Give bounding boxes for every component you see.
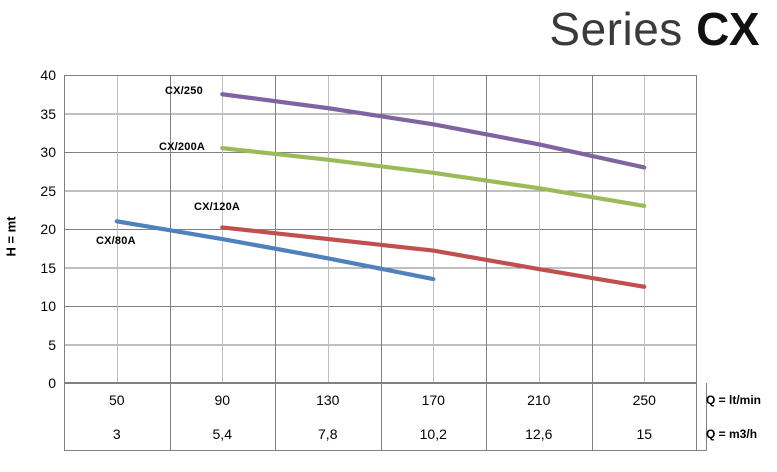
y-tick-label: 25 [40,182,56,199]
unit-label-m3-h: Q = m3/h [706,427,758,441]
table-unit-divider [706,383,708,451]
table-row-m3-h: 3 5,4 7,8 10,2 12,6 15 [64,417,697,451]
y-tick-label: 35 [40,105,56,122]
table-column-divider [486,383,488,451]
lt-min-cell: 250 [632,392,656,408]
table-row-lt-min: 50 90 130 170 210 250 [64,383,697,417]
y-tick-label: 30 [40,144,56,160]
title-bold: CX [696,3,759,55]
lt-min-cell: 90 [214,392,231,408]
table-column-divider [380,383,382,451]
m3-h-cell: 12,6 [525,426,553,442]
y-axis-title: H = mt [2,196,20,276]
chart-canvas [64,75,697,383]
y-tick-label: 0 [48,375,56,391]
table-column-divider [591,383,593,451]
y-tick-label: 5 [48,336,56,353]
m3-h-cell: 5,4 [212,426,232,442]
lt-min-cell: 170 [421,392,445,408]
series-label-cx200a: CX/200A [159,141,206,153]
title-light: Series [549,3,697,55]
m3-h-cell: 15 [636,426,653,442]
lt-min-cell: 50 [108,392,125,408]
series-curve-cx-80a [114,219,436,282]
lt-min-cell: 210 [527,392,551,408]
m3-h-cell: 7,8 [318,426,338,442]
series-curve-cx-200a [220,146,647,208]
series-label-cx120a: CX/120A [194,201,241,213]
y-axis-title-text: H = mt [3,215,19,257]
table-column-divider [696,383,698,451]
series-label-cx250: CX/250 [165,85,203,97]
page-title: Series CX [549,2,759,56]
table-column-divider [169,383,171,451]
series-label-cx80a: CX/80A [96,235,136,247]
m3-h-cell: 10,2 [419,426,447,442]
lt-min-cell: 130 [316,392,340,408]
y-tick-label: 20 [40,221,56,237]
series-curve-cx-250 [220,92,647,170]
table-column-divider [64,383,66,451]
series-curve-cx-120a [220,225,647,289]
flow-rate-table: 50 90 130 170 210 250 3 5,4 7,8 10,2 12,6 15 [64,383,708,452]
y-tick-label: 15 [40,259,56,276]
m3-h-cell: 3 [112,426,121,442]
unit-label-lt-min: Q = lt/min [706,393,762,407]
table-column-divider [275,383,277,451]
y-tick-label: 40 [40,67,56,83]
plot-area [64,75,697,383]
table-bottom-border [64,450,707,452]
y-tick-label: 10 [40,298,56,314]
